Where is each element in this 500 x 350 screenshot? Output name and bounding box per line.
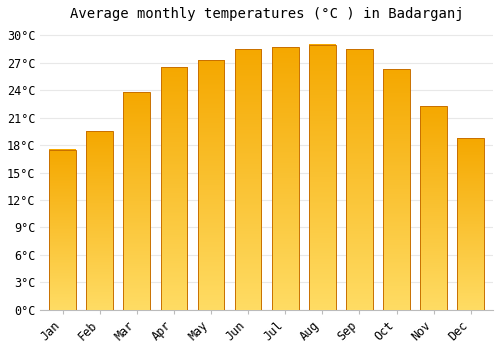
- Title: Average monthly temperatures (°C ) in Badarganj: Average monthly temperatures (°C ) in Ba…: [70, 7, 464, 21]
